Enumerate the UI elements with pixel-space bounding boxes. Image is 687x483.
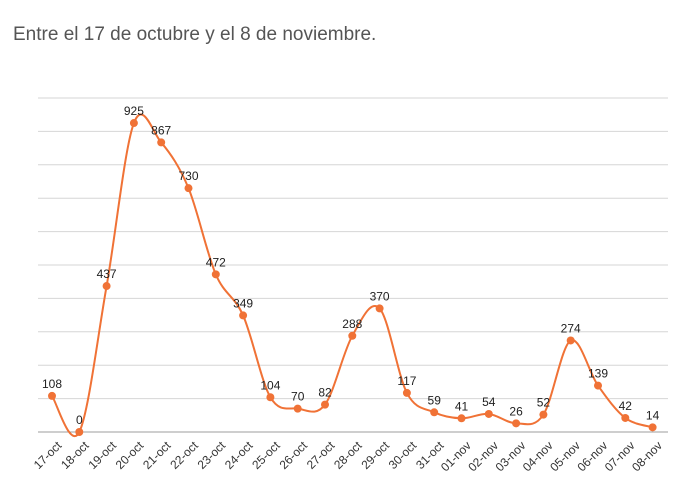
data-point [539, 410, 548, 419]
x-tick-label: 18-oct [58, 438, 92, 472]
data-point [239, 311, 248, 320]
series-line [51, 113, 653, 437]
data-label: 472 [206, 255, 226, 269]
x-tick-label: 19-oct [85, 438, 119, 472]
data-label: 52 [537, 396, 551, 410]
gridlines [38, 97, 668, 400]
data-label: 41 [455, 399, 469, 413]
data-point [102, 282, 111, 291]
data-point [621, 413, 630, 422]
data-label: 42 [619, 399, 633, 413]
x-tick-labels: 17-oct18-oct19-oct20-oct21-oct22-oct23-o… [31, 438, 665, 474]
x-tick-label: 26-oct [277, 438, 311, 472]
data-point [266, 393, 275, 402]
data-point [512, 419, 521, 428]
data-point [293, 404, 302, 413]
data-label: 0 [76, 413, 83, 427]
data-point [594, 381, 602, 390]
x-tick-label: 29-oct [358, 438, 392, 472]
data-label: 925 [124, 104, 144, 118]
data-label: 349 [233, 296, 253, 310]
data-point [129, 119, 138, 128]
data-label: 274 [561, 321, 581, 335]
data-point [402, 388, 411, 397]
data-label: 730 [178, 169, 198, 183]
data-label: 108 [42, 377, 62, 391]
data-label: 14 [646, 408, 660, 422]
data-point [48, 391, 56, 400]
data-label: 867 [151, 123, 171, 137]
data-point [648, 423, 657, 432]
data-label: 82 [318, 386, 332, 400]
x-tick-label: 21-oct [140, 438, 174, 472]
data-point [184, 184, 193, 193]
data-label: 26 [509, 404, 523, 418]
x-tick-label: 30-oct [386, 438, 420, 472]
data-label: 104 [260, 378, 280, 392]
x-tick-label: 22-oct [167, 438, 201, 472]
x-tick-label: 17-oct [31, 438, 65, 472]
data-point [211, 270, 220, 279]
data-points [48, 119, 657, 436]
data-point [430, 408, 439, 417]
x-tick-label: 25-oct [249, 438, 283, 472]
data-label: 117 [397, 374, 416, 388]
data-label: 139 [588, 367, 608, 381]
data-point [75, 428, 84, 436]
data-point [457, 414, 466, 423]
x-tick-label: 23-oct [195, 438, 229, 472]
data-label: 54 [482, 395, 496, 409]
x-tick-label: 28-oct [331, 438, 365, 472]
data-point [157, 138, 166, 147]
data-label: 437 [97, 267, 117, 281]
chart-title: Entre el 17 de octubre y el 8 de noviemb… [13, 24, 377, 45]
data-label: 59 [428, 393, 442, 407]
x-tick-label: 27-oct [304, 438, 338, 472]
x-tick-label: 08-nov [629, 438, 665, 474]
data-point [348, 331, 357, 340]
data-labels: 108 0 437 925 867 730 472 349 104 70 82 288 370 117 59… [42, 104, 660, 427]
data-label: 288 [342, 317, 362, 331]
data-label: 370 [370, 289, 390, 303]
data-point [321, 400, 329, 409]
x-tick-label: 24-oct [222, 438, 256, 472]
data-label: 70 [291, 390, 305, 404]
x-tick-label: 20-oct [113, 438, 147, 472]
data-point [484, 409, 493, 418]
data-point [566, 336, 575, 345]
data-point [375, 304, 384, 313]
